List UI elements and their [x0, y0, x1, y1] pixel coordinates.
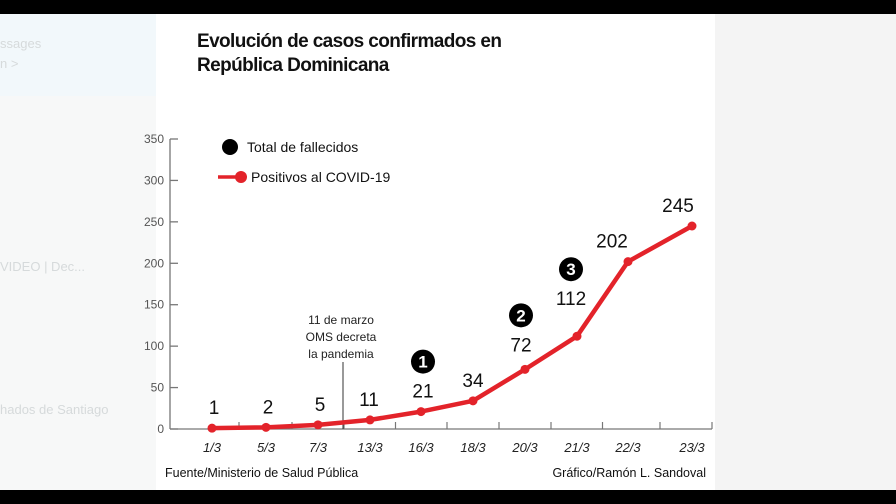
data-label: 21 — [412, 382, 433, 403]
y-tick-label: 200 — [144, 256, 164, 270]
data-label: 11 — [359, 390, 379, 411]
x-tick-label: 22/3 — [614, 440, 641, 455]
credit-text: Gráfico/Ramón L. Sandoval — [552, 466, 706, 480]
x-tick-label: 13/3 — [357, 440, 383, 455]
fallecidos-marker — [411, 349, 435, 374]
y-tick-label: 150 — [144, 298, 164, 312]
x-tick-label: 21/3 — [563, 440, 590, 455]
legend-black-dot-icon — [222, 139, 238, 155]
annotation-text: OMS decreta — [306, 330, 377, 344]
data-label: 202 — [596, 232, 628, 253]
legend-label: Positivos al COVID-19 — [251, 169, 390, 185]
title-line-1: Evolución de casos confirmados en — [197, 31, 502, 52]
fallecidos-marker-label: 3 — [566, 260, 575, 279]
y-tick-label: 300 — [144, 173, 164, 187]
data-point — [687, 221, 697, 231]
data-point — [416, 407, 426, 417]
faint-text: n > — [0, 56, 19, 71]
x-tick-label: 18/3 — [460, 440, 486, 455]
chart-title: Evolución de casos confirmados en Repúbl… — [197, 30, 502, 78]
data-point — [261, 422, 271, 432]
y-tick-label: 250 — [144, 215, 164, 229]
data-label: 2 — [263, 397, 274, 418]
annotation-text: la pandemia — [308, 347, 374, 361]
legend-red-dot-icon — [235, 171, 247, 183]
y-tick-label: 0 — [157, 422, 164, 436]
title-line-2: República Dominicana — [197, 55, 389, 76]
y-tick-label: 50 — [151, 381, 165, 395]
x-tick-label: 16/3 — [408, 440, 434, 455]
data-label: 72 — [510, 335, 531, 356]
data-label: 112 — [556, 289, 586, 310]
source-text: Fuente/Ministerio de Salud Pública — [165, 466, 358, 480]
background-right-panel — [715, 14, 896, 490]
fallecidos-marker-label: 1 — [418, 353, 427, 372]
data-point — [468, 396, 478, 406]
data-point — [313, 420, 323, 430]
background-faded-chat-list: ssages n > VIDEO | Dec... hados de Santi… — [0, 14, 156, 490]
series-line-positivos — [211, 224, 694, 431]
legend-label: Total de fallecidos — [247, 139, 358, 155]
data-point — [520, 364, 530, 374]
faded-banner — [0, 14, 156, 96]
x-tick-label: 5/3 — [257, 440, 276, 455]
data-point — [572, 331, 582, 341]
faint-text: ssages — [0, 36, 42, 51]
fallecidos-marker — [509, 303, 533, 328]
x-tick-label: 23/3 — [678, 440, 705, 455]
data-point — [207, 423, 217, 433]
data-point — [623, 257, 633, 267]
fallecidos-marker — [559, 257, 583, 282]
fallecidos-marker-label: 2 — [516, 306, 525, 325]
x-tick-label: 1/3 — [203, 440, 222, 455]
top-black-bar — [0, 0, 896, 14]
x-tick-label: 20/3 — [511, 440, 538, 455]
data-point — [365, 415, 375, 425]
data-label: 34 — [462, 371, 484, 392]
y-tick-label: 350 — [144, 132, 164, 146]
faint-text: hados de Santiago — [0, 402, 109, 417]
x-tick-label: 7/3 — [309, 440, 328, 455]
data-label: 245 — [662, 196, 694, 217]
data-label: 1 — [209, 398, 220, 419]
data-label: 5 — [315, 395, 326, 416]
annotation-text: 11 de marzo — [308, 313, 374, 327]
bottom-black-bar — [0, 490, 896, 504]
y-tick-label: 100 — [144, 339, 164, 353]
faint-text: VIDEO | Dec... — [0, 259, 86, 274]
